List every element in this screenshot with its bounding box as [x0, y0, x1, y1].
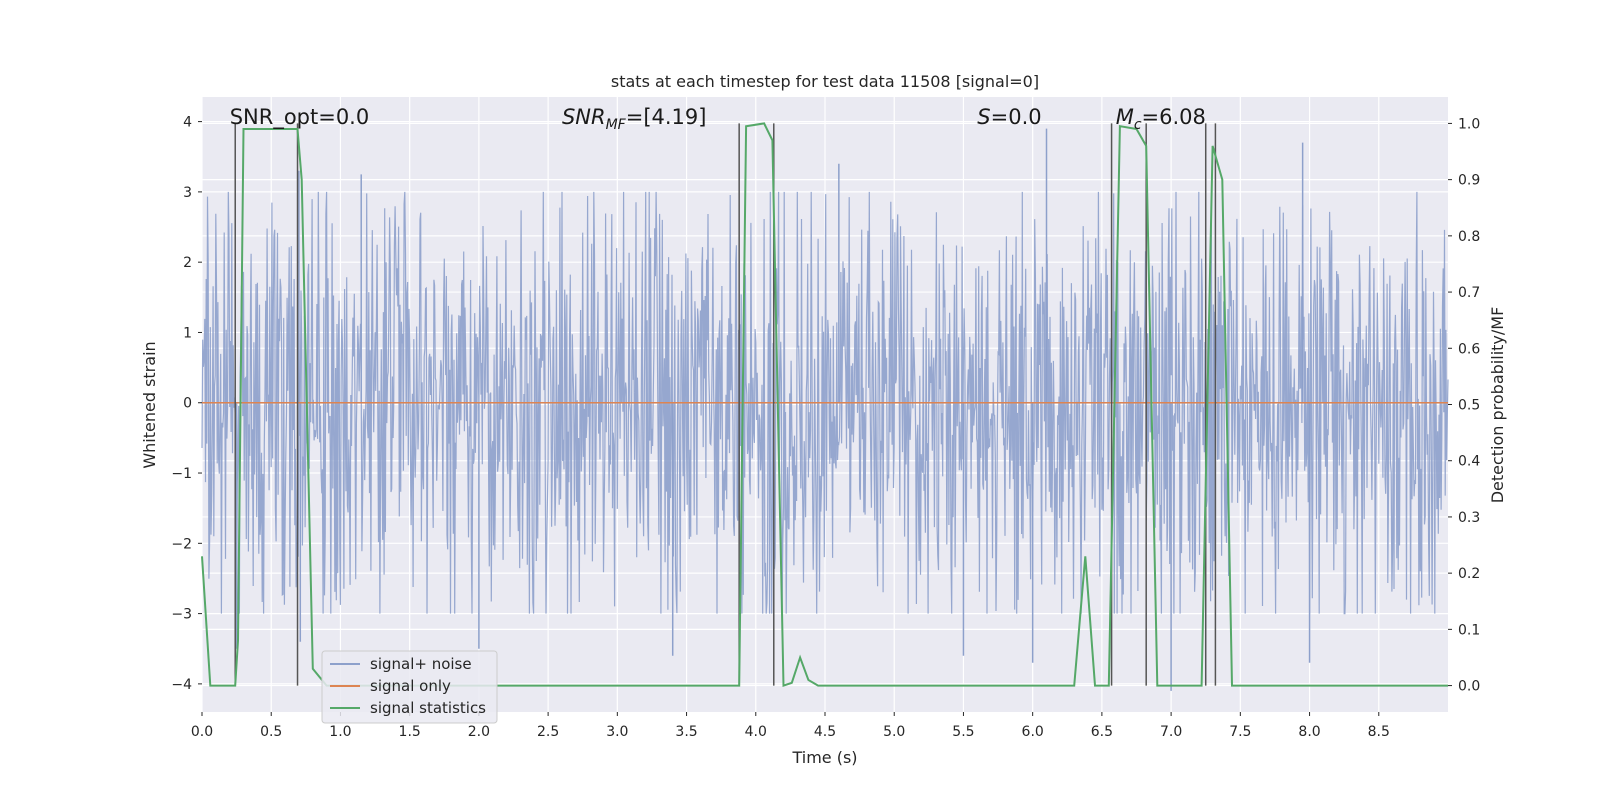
x-tick-label-5: 2.5 [537, 724, 559, 740]
x-tick-label-8: 4.0 [745, 724, 767, 740]
x-tick-label-9: 4.5 [814, 724, 836, 740]
y-tick-label-2: −2 [171, 536, 192, 552]
vertical-markers [234, 123, 1217, 686]
x-tick-label-10: 5.0 [883, 724, 905, 740]
x-tick-label-7: 3.5 [675, 724, 697, 740]
x-tick-label-16: 8.0 [1298, 724, 1320, 740]
y2-tick-label-10: 1.0 [1458, 116, 1480, 132]
x-axis-label: Time (s) [791, 748, 857, 767]
annotation-3: Mc=6.08 [1116, 105, 1206, 133]
legend-label-signal-only: signal only [370, 677, 451, 695]
x-tick-label-17: 8.5 [1368, 724, 1390, 740]
y-tick-label-4: 0 [183, 396, 192, 412]
signal-noise-series [201, 128, 1449, 691]
signal-statistics-series [201, 122, 1448, 687]
y2-tick-label-0: 0.0 [1458, 679, 1480, 695]
x-tick-label-14: 7.0 [1160, 724, 1182, 740]
y2-tick-label-1: 0.1 [1458, 622, 1480, 638]
y2-axis-label: Detection probability/MF [1488, 307, 1507, 504]
x-tick-label-15: 7.5 [1229, 724, 1251, 740]
y2-tick-label-3: 0.3 [1458, 510, 1480, 526]
x-tick-label-12: 6.0 [1022, 724, 1044, 740]
y-tick-label-6: 2 [183, 255, 192, 271]
y2-tick-label-7: 0.7 [1458, 285, 1480, 301]
y2-tick-label-6: 0.6 [1458, 341, 1480, 357]
annotations: SNR_opt=0.0 SNRMF=[4.19] S=0.0 Mc=6.08 [230, 105, 1206, 133]
axes: 0.0 0.5 1.0 1.5 2.0 2.5 3.0 3.5 4.0 4.5 5.0 5.5 6.0 6… [171, 115, 1480, 740]
x-tick-label-11: 5.5 [952, 724, 974, 740]
y-tick-label-8: 4 [183, 115, 192, 131]
x-tick-label-2: 1.0 [329, 724, 351, 740]
y2-tick-label-2: 0.2 [1458, 566, 1480, 582]
signal-noise-line [201, 191, 1449, 615]
annotation-1: SNRMF=[4.19] [562, 105, 707, 133]
x-tick-label-13: 6.5 [1091, 724, 1113, 740]
y-tick-label-1: −3 [171, 607, 192, 623]
legend-label-signal-statistics: signal statistics [370, 699, 486, 717]
y2-tick-label-4: 0.4 [1458, 454, 1480, 470]
chart-title: stats at each timestep for test data 115… [611, 72, 1039, 91]
y2-tick-label-8: 0.8 [1458, 229, 1480, 245]
signal-statistics-line [201, 122, 1448, 687]
y2-tick-label-5: 0.5 [1458, 398, 1480, 414]
annotation-0: SNR_opt=0.0 [230, 105, 370, 130]
y2-tick-label-9: 0.9 [1458, 173, 1480, 189]
y-tick-label-5: 1 [183, 325, 192, 341]
y-axis-label: Whitened strain [140, 341, 159, 468]
x-tick-label-6: 3.0 [606, 724, 628, 740]
legend: signal+ noise signal only signal statist… [321, 650, 498, 724]
y-tick-label-3: −1 [171, 466, 192, 482]
annotation-2: S=0.0 [977, 105, 1041, 129]
legend-box [321, 650, 498, 724]
y-tick-label-0: −4 [171, 677, 192, 693]
x-tick-label-4: 2.0 [468, 724, 490, 740]
x-tick-label-0: 0.0 [191, 724, 213, 740]
y-tick-label-7: 3 [183, 185, 192, 201]
x-tick-label-1: 0.5 [260, 724, 282, 740]
x-tick-label-3: 1.5 [399, 724, 421, 740]
legend-label-signal-noise: signal+ noise [370, 655, 472, 673]
